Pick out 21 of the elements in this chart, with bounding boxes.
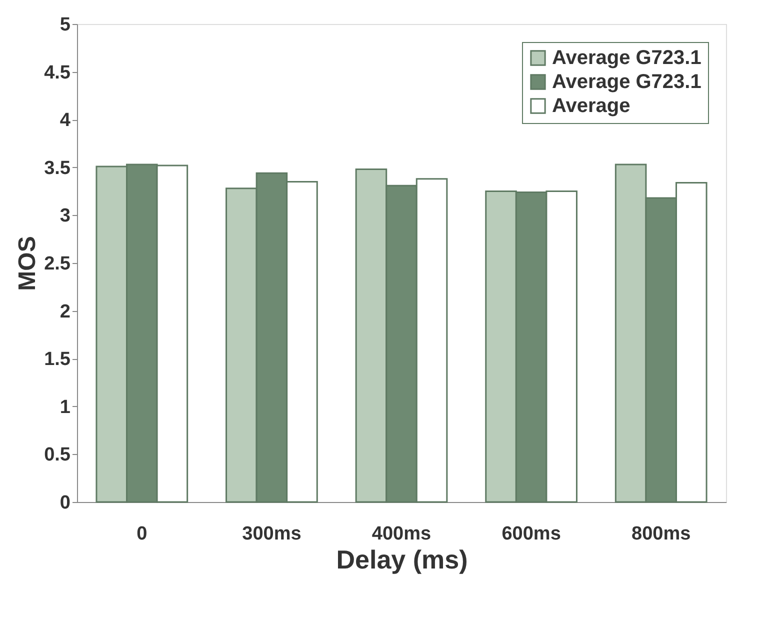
y-tick-label: 3 <box>60 206 70 227</box>
x-tick-label: 300ms <box>242 524 302 544</box>
x-tick-label: 800ms <box>632 524 691 544</box>
y-tick-label: 4.5 <box>44 62 71 84</box>
x-axis-title: Delay (ms) <box>336 544 468 574</box>
y-tick-label: 1 <box>60 396 71 418</box>
y-tick-label: 1.5 <box>44 349 71 370</box>
x-tick-label: 600ms <box>502 524 561 544</box>
y-tick-label: 0.5 <box>44 444 71 466</box>
x-tick-label: 0 <box>136 524 148 544</box>
x-tick-label: 400ms <box>372 524 432 544</box>
legend-label: Average <box>552 95 630 117</box>
legend-label: Average G723.1 <box>552 47 702 69</box>
y-tick-label: 0 <box>60 492 70 514</box>
y-tick-label: 4 <box>60 110 71 132</box>
y-axis-title: MOS <box>14 236 42 291</box>
y-tick-label: 2 <box>60 301 70 322</box>
y-tick-label: 2.5 <box>44 254 71 274</box>
y-tick-label: 3.5 <box>44 158 71 179</box>
y-tick-label: 5 <box>60 14 71 36</box>
legend-label: Average G723.1 <box>552 71 702 93</box>
